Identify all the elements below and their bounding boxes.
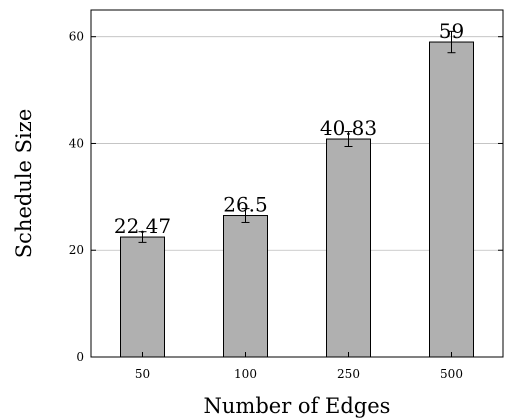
y-tick-label: 20 — [69, 243, 84, 257]
y-axis-title: Schedule Size — [12, 109, 36, 258]
bar — [326, 138, 371, 358]
x-axis-ticks: 50 100 250 500 — [135, 352, 463, 381]
x-tick-label: 500 — [440, 367, 463, 381]
y-tick-label: 40 — [69, 136, 84, 150]
bar — [120, 236, 165, 358]
data-label: 59 — [439, 19, 464, 43]
x-axis-title: Number of Edges — [204, 394, 391, 418]
x-tick-label: 50 — [135, 367, 150, 381]
y-tick-label: 60 — [69, 30, 84, 44]
data-labels: 22.47 26.5 40.83 59 — [114, 19, 464, 238]
data-label: 40.83 — [320, 116, 377, 140]
bar — [223, 215, 268, 358]
error-bars — [138, 30, 456, 243]
bar — [429, 41, 474, 358]
plot-frame — [90, 9, 504, 358]
data-label: 22.47 — [114, 214, 171, 238]
x-tick-label: 100 — [234, 367, 257, 381]
bars — [120, 41, 474, 358]
x-tick-label: 250 — [337, 367, 360, 381]
data-label: 26.5 — [223, 193, 268, 217]
y-tick-label: 0 — [76, 350, 84, 364]
y-axis-ticks: 0 20 40 60 — [69, 30, 503, 364]
